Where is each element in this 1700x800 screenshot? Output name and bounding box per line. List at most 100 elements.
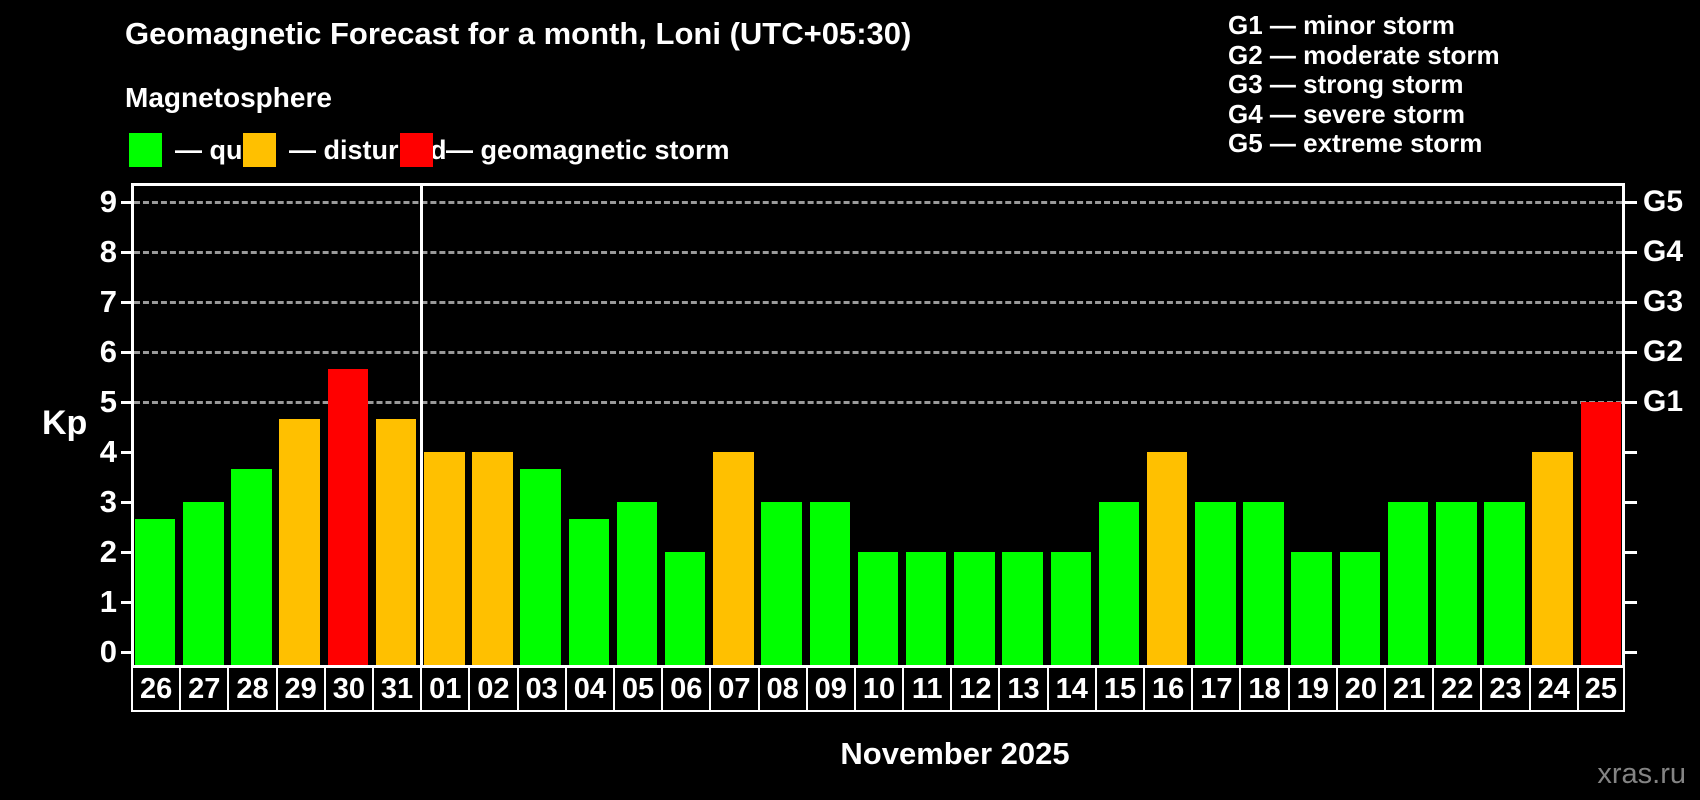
g-legend-line-g4: G4 — severe storm (1228, 98, 1466, 129)
g-scale-label-g3: G3 (1643, 285, 1684, 318)
day-label-06: 06 (661, 666, 712, 712)
y-tick-label-9: 9 (99, 184, 117, 219)
g-legend-line-g1: G1 — minor storm (1228, 10, 1455, 40)
kp-bar-03 (520, 468, 561, 666)
y-tick-left-5 (121, 400, 131, 404)
y-tick-left-7 (121, 300, 131, 304)
legend-item-storm: — geomagnetic storm (400, 133, 730, 167)
day-label-07: 07 (709, 666, 760, 712)
day-label-17: 17 (1191, 666, 1242, 712)
day-label-24: 24 (1528, 666, 1579, 712)
kp-bar-13 (1002, 552, 1043, 666)
chart-subtitle: Magnetosphere (125, 82, 332, 113)
kp-bar-27 (183, 502, 224, 666)
day-label-01: 01 (420, 666, 471, 712)
kp-bar-01 (424, 452, 465, 666)
y-tick-label-7: 7 (99, 284, 117, 319)
y-tick-label-4: 4 (99, 434, 117, 469)
day-label-26: 26 (131, 666, 182, 712)
y-tick-right-6 (1625, 350, 1637, 354)
gridline-kp6 (134, 351, 1622, 354)
day-label-16: 16 (1143, 666, 1194, 712)
day-label-31: 31 (371, 666, 423, 712)
day-label-20: 20 (1335, 666, 1387, 712)
kp-bar-11 (905, 552, 947, 666)
y-tick-left-8 (121, 250, 131, 254)
month-separator-line (420, 183, 424, 668)
day-label-11: 11 (902, 666, 953, 712)
kp-bar-05 (616, 502, 658, 666)
day-label-08: 08 (757, 666, 808, 712)
kp-bar-25 (1580, 402, 1622, 666)
y-tick-right-3 (1625, 500, 1637, 504)
day-label-03: 03 (516, 666, 567, 712)
g-scale-label-g5: G5 (1643, 185, 1684, 218)
plot-frame (131, 183, 1625, 668)
y-tick-left-3 (121, 500, 131, 504)
kp-bar-21 (1387, 502, 1429, 666)
y-tick-label-0: 0 (99, 634, 117, 669)
y-tick-label-6: 6 (99, 334, 117, 369)
day-label-27: 27 (179, 666, 230, 712)
y-tick-label-5: 5 (99, 384, 117, 419)
kp-bar-09 (809, 502, 851, 666)
y-tick-right-4 (1625, 450, 1637, 454)
kp-bar-16 (1146, 452, 1188, 666)
disturbed-color-swatch (243, 133, 276, 167)
y-tick-label-1: 1 (99, 584, 117, 619)
day-label-21: 21 (1384, 666, 1435, 712)
kp-bar-12 (954, 552, 995, 666)
kp-bar-29 (279, 418, 320, 666)
day-label-12: 12 (950, 666, 1001, 712)
kp-bar-17 (1195, 502, 1236, 666)
day-label-25: 25 (1576, 666, 1625, 712)
y-tick-right-8 (1625, 250, 1637, 254)
y-tick-left-4 (121, 450, 131, 454)
legend-label-storm: — geomagnetic storm (446, 134, 730, 165)
kp-bar-10 (857, 552, 899, 666)
day-label-04: 04 (564, 666, 615, 712)
y-tick-right-0 (1625, 650, 1637, 654)
y-tick-right-7 (1625, 300, 1637, 304)
chart-title: Geomagnetic Forecast for a month, Loni (… (125, 16, 912, 51)
kp-bar-30 (327, 368, 369, 666)
day-label-30: 30 (323, 666, 374, 712)
y-tick-left-1 (121, 600, 131, 604)
kp-bar-22 (1436, 502, 1477, 666)
kp-bar-18 (1243, 502, 1284, 666)
day-label-23: 23 (1480, 666, 1531, 712)
storm-color-swatch (400, 133, 433, 167)
day-label-10: 10 (853, 666, 905, 712)
day-label-15: 15 (1094, 666, 1146, 712)
y-tick-left-0 (121, 650, 131, 654)
day-label-02: 02 (468, 666, 519, 712)
g-scale-label-g1: G1 (1643, 385, 1684, 418)
y-tick-right-9 (1625, 200, 1637, 204)
kp-bar-14 (1050, 552, 1092, 666)
g-legend-line-g3: G3 — strong storm (1228, 69, 1464, 99)
kp-bar-04 (568, 518, 610, 666)
kp-bar-07 (713, 452, 754, 666)
day-label-19: 19 (1287, 666, 1338, 712)
gridline-kp9 (134, 201, 1622, 204)
y-tick-right-5 (1625, 400, 1637, 404)
y-tick-left-9 (121, 200, 131, 204)
y-tick-right-1 (1625, 600, 1637, 604)
kp-bar-31 (375, 418, 417, 666)
kp-bar-19 (1291, 552, 1332, 666)
kp-bar-02 (472, 452, 513, 666)
g-legend-line-g5: G5 — extreme storm (1228, 128, 1483, 158)
gridline-kp7 (134, 301, 1622, 304)
x-axis-month-label: November 2025 (840, 736, 1070, 771)
day-label-18: 18 (1239, 666, 1290, 712)
gridline-kp5 (134, 401, 1622, 404)
g-scale-label-g4: G4 (1643, 235, 1684, 268)
watermark: xras.ru (1597, 758, 1686, 790)
kp-bar-15 (1098, 502, 1140, 666)
day-label-13: 13 (998, 666, 1049, 712)
y-tick-right-2 (1625, 550, 1637, 554)
y-axis-label-kp: Kp (42, 404, 88, 442)
kp-bar-20 (1339, 552, 1381, 666)
y-tick-left-2 (121, 550, 131, 554)
g-scale-label-g2: G2 (1643, 335, 1684, 368)
